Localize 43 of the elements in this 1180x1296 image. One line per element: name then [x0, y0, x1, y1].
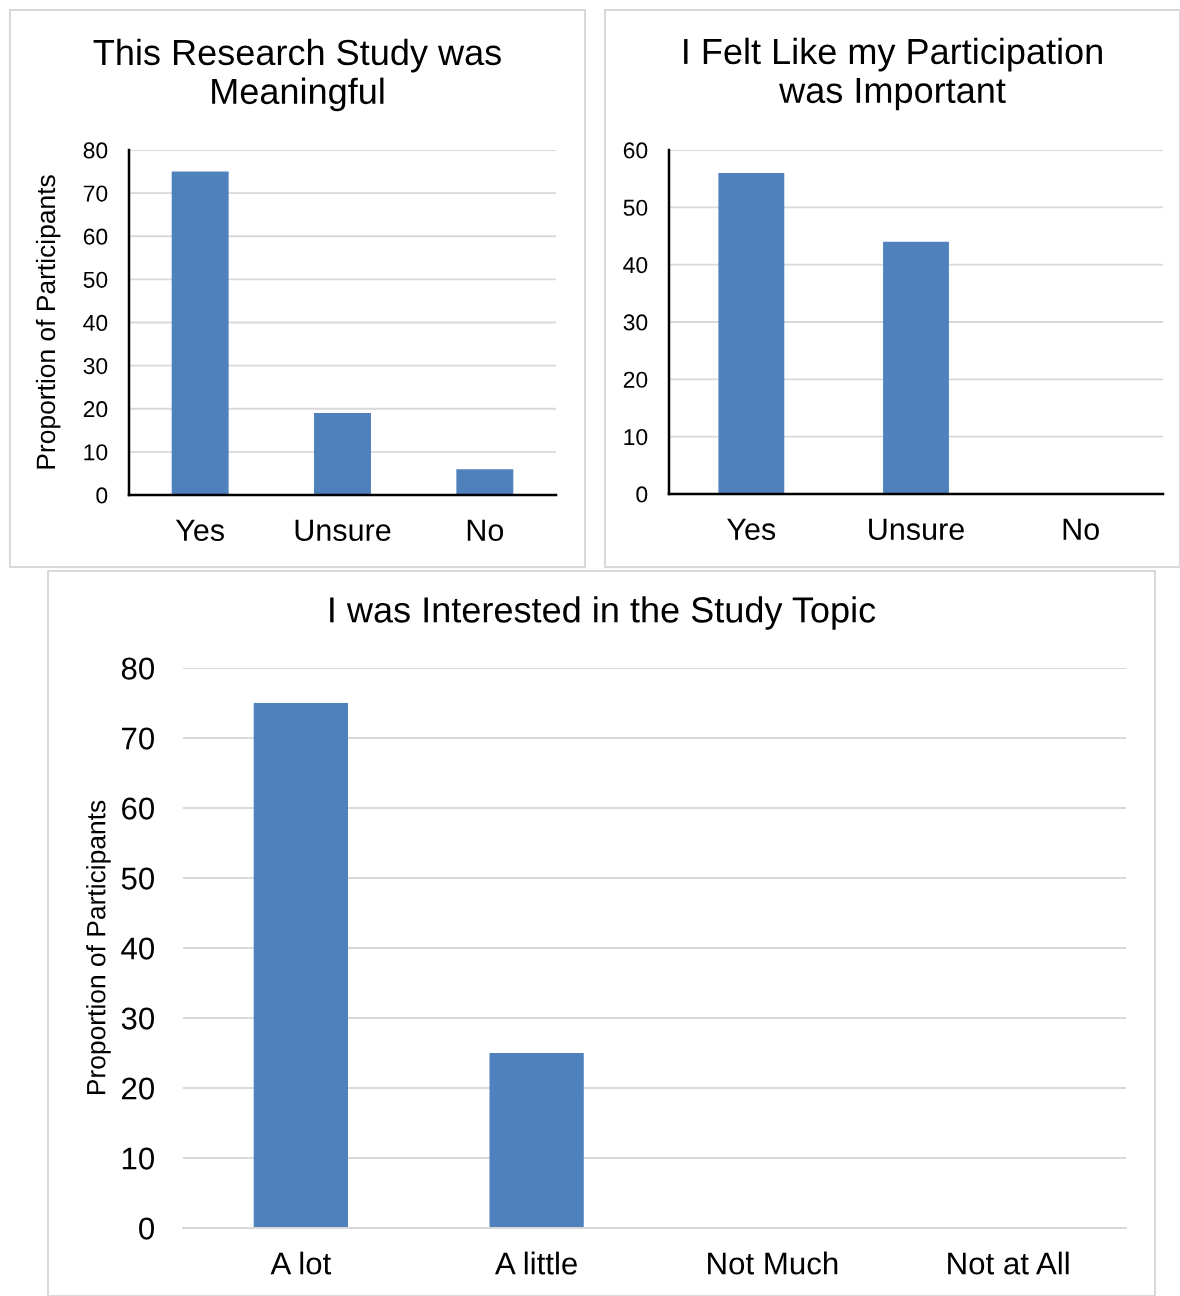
y-tick-label: 80	[83, 142, 108, 159]
y-tick-label: 0	[139, 1217, 154, 1240]
chart-title: I Felt Like my Participation was Important	[684, 37, 1102, 111]
x-tick-label: No	[1063, 518, 1099, 541]
y-tick-label: 60	[83, 228, 108, 245]
y-tick-label: 20	[623, 371, 648, 388]
y-tick-label: 30	[623, 314, 648, 331]
y-tick-label: 40	[623, 256, 648, 274]
y-tick-label: 40	[83, 314, 108, 332]
y-tick-label: 50	[623, 199, 648, 216]
x-tick-label: Not at All	[948, 1251, 1069, 1275]
y-tick-label: 0	[636, 486, 648, 503]
y-tick-label: 10	[624, 428, 648, 446]
y-tick-label: 10	[122, 1147, 154, 1170]
y-tick-label: 70	[122, 727, 154, 750]
y-tick-label: 30	[83, 357, 108, 375]
y-axis-title: Proportion of Participants	[35, 175, 61, 469]
y-tick-label: 60	[122, 797, 154, 820]
x-tick-label: A little	[495, 1251, 577, 1275]
y-tick-label: 20	[83, 401, 108, 418]
x-tick-label: Yes	[175, 519, 224, 542]
bar	[456, 469, 514, 495]
y-axis-title: Proportion of Participants	[86, 800, 111, 1094]
y-tick-label: 10	[84, 444, 108, 461]
x-tick-label: Unsure	[295, 519, 391, 542]
x-tick-label: No	[467, 519, 504, 542]
bar	[171, 171, 229, 495]
x-tick-label: Unsure	[869, 518, 964, 541]
bar	[314, 413, 371, 495]
chart-title: This Research Study was Meaningful	[93, 38, 501, 112]
y-tick-label: 0	[96, 487, 108, 504]
y-tick-label: 70	[83, 185, 108, 202]
y-tick-label: 80	[121, 657, 154, 680]
y-tick-label: 50	[121, 867, 154, 890]
y-tick-label: 40	[121, 937, 154, 960]
y-tick-label: 20	[122, 1077, 154, 1100]
x-tick-label: Not Much	[708, 1251, 838, 1275]
x-tick-label: Yes	[727, 518, 776, 541]
y-tick-label: 60	[623, 142, 648, 159]
chart-title: I was Interested in the Study Topic	[330, 596, 876, 630]
x-tick-label: A lot	[270, 1251, 332, 1275]
y-tick-label: 30	[121, 1007, 154, 1030]
y-tick-label: 50	[83, 271, 108, 288]
